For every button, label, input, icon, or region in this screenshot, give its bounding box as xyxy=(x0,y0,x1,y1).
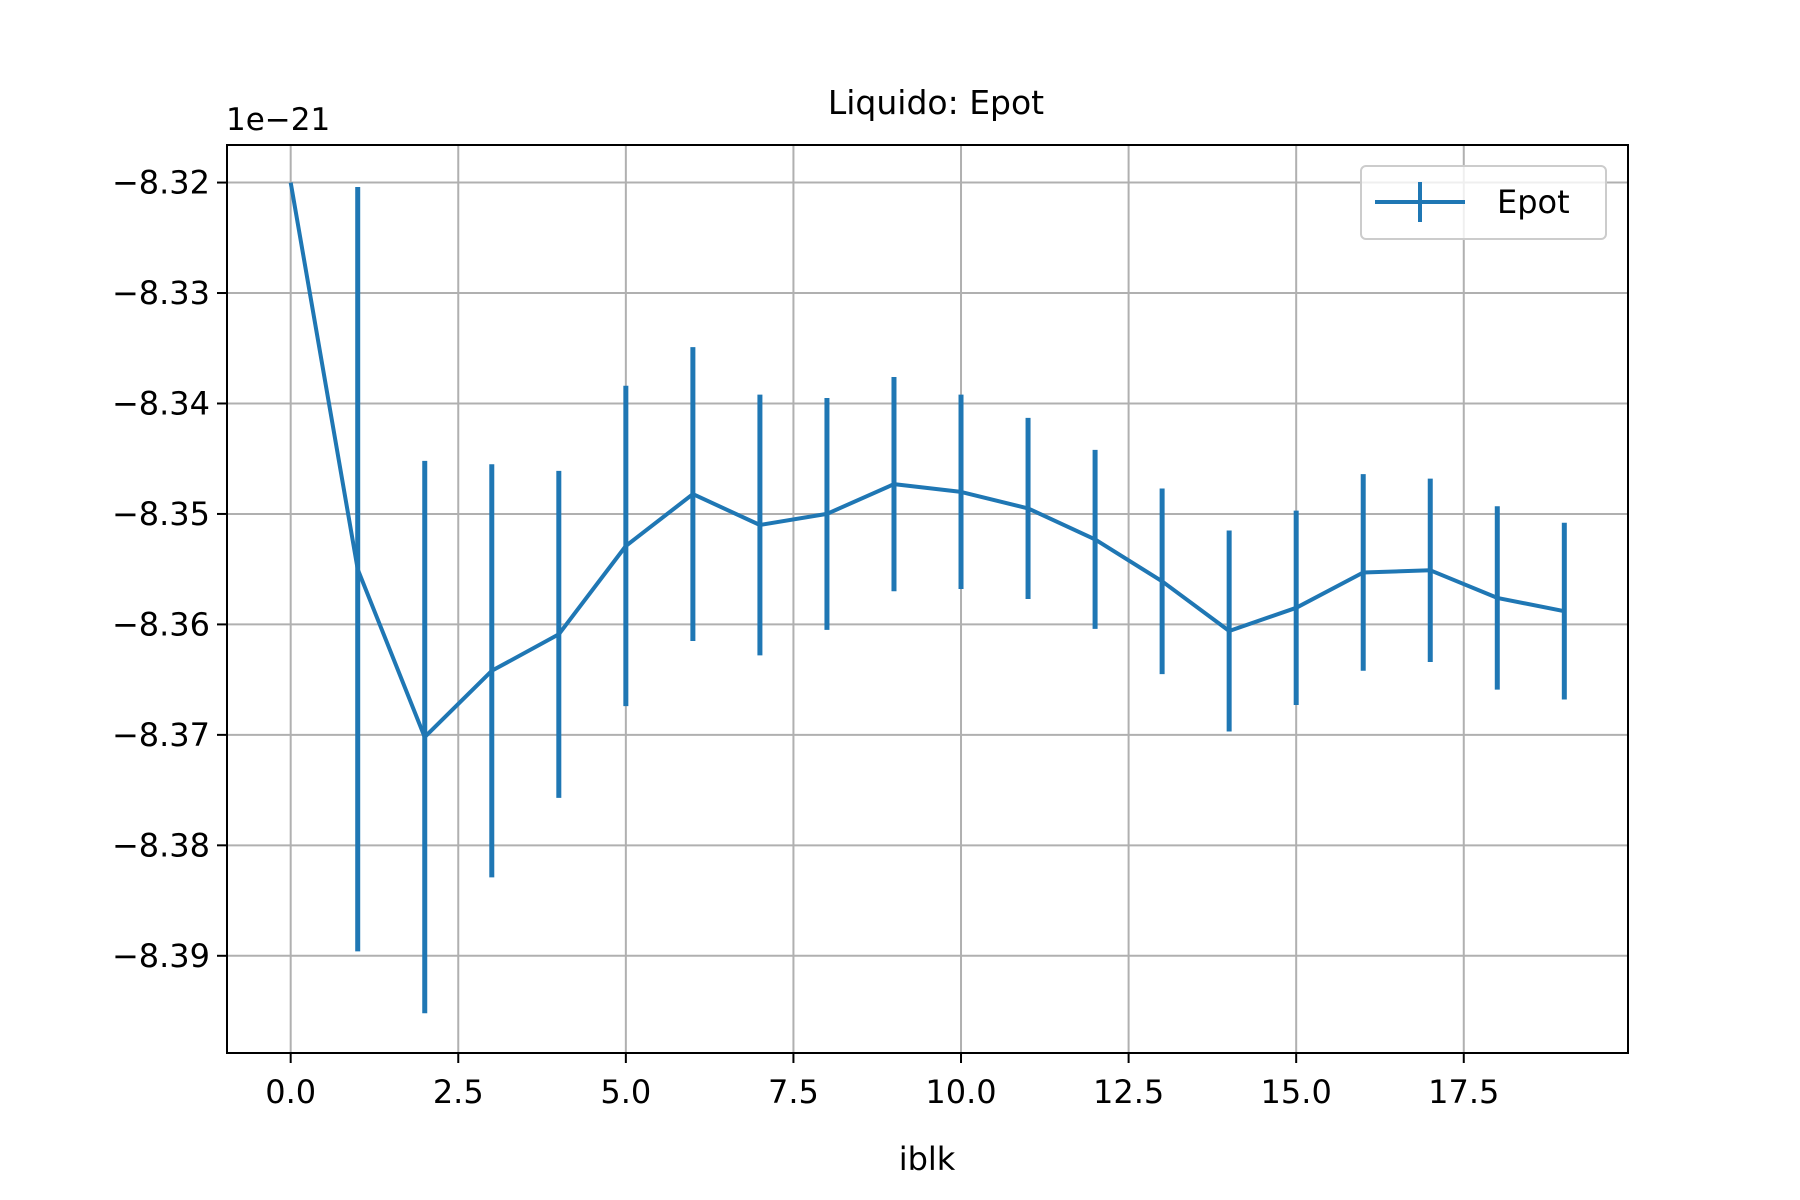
grid-lines xyxy=(227,145,1628,1053)
legend-label: Epot xyxy=(1497,183,1570,221)
legend-box xyxy=(1360,165,1607,240)
x-tick-label: 0.0 xyxy=(265,1073,316,1111)
legend: Epot xyxy=(1360,165,1607,240)
x-tick-label: 2.5 xyxy=(433,1073,484,1111)
y-tick-label: −8.32 xyxy=(112,164,210,202)
x-tick-label: 7.5 xyxy=(768,1073,819,1111)
y-tick-label: −8.33 xyxy=(112,274,210,312)
x-tick-label: 17.5 xyxy=(1428,1073,1499,1111)
y-tick-label: −8.34 xyxy=(112,384,210,422)
x-axis-label: iblk xyxy=(899,1140,956,1178)
y-offset-label: 1e−21 xyxy=(226,102,330,138)
x-tick-label: 5.0 xyxy=(600,1073,651,1111)
y-tick-label: −8.35 xyxy=(112,495,210,533)
y-tick-label: −8.37 xyxy=(112,716,210,754)
plot-frame xyxy=(226,144,1629,1054)
x-tick-label: 15.0 xyxy=(1261,1073,1332,1111)
y-tick-label: −8.36 xyxy=(112,605,210,643)
x-tick-label: 10.0 xyxy=(925,1073,996,1111)
chart-title: Liquido: Epot xyxy=(828,83,1044,122)
series-line-epot xyxy=(288,182,1565,740)
axis-ticks: 0.0 2.5 5.0 7.5 10.0 12.5 15.0 17.5 −8.32 −8.33 −8… xyxy=(112,164,1499,1111)
x-tick-label: 12.5 xyxy=(1093,1073,1164,1111)
y-tick-label: −8.39 xyxy=(112,937,210,975)
y-tick-label: −8.38 xyxy=(112,826,210,864)
